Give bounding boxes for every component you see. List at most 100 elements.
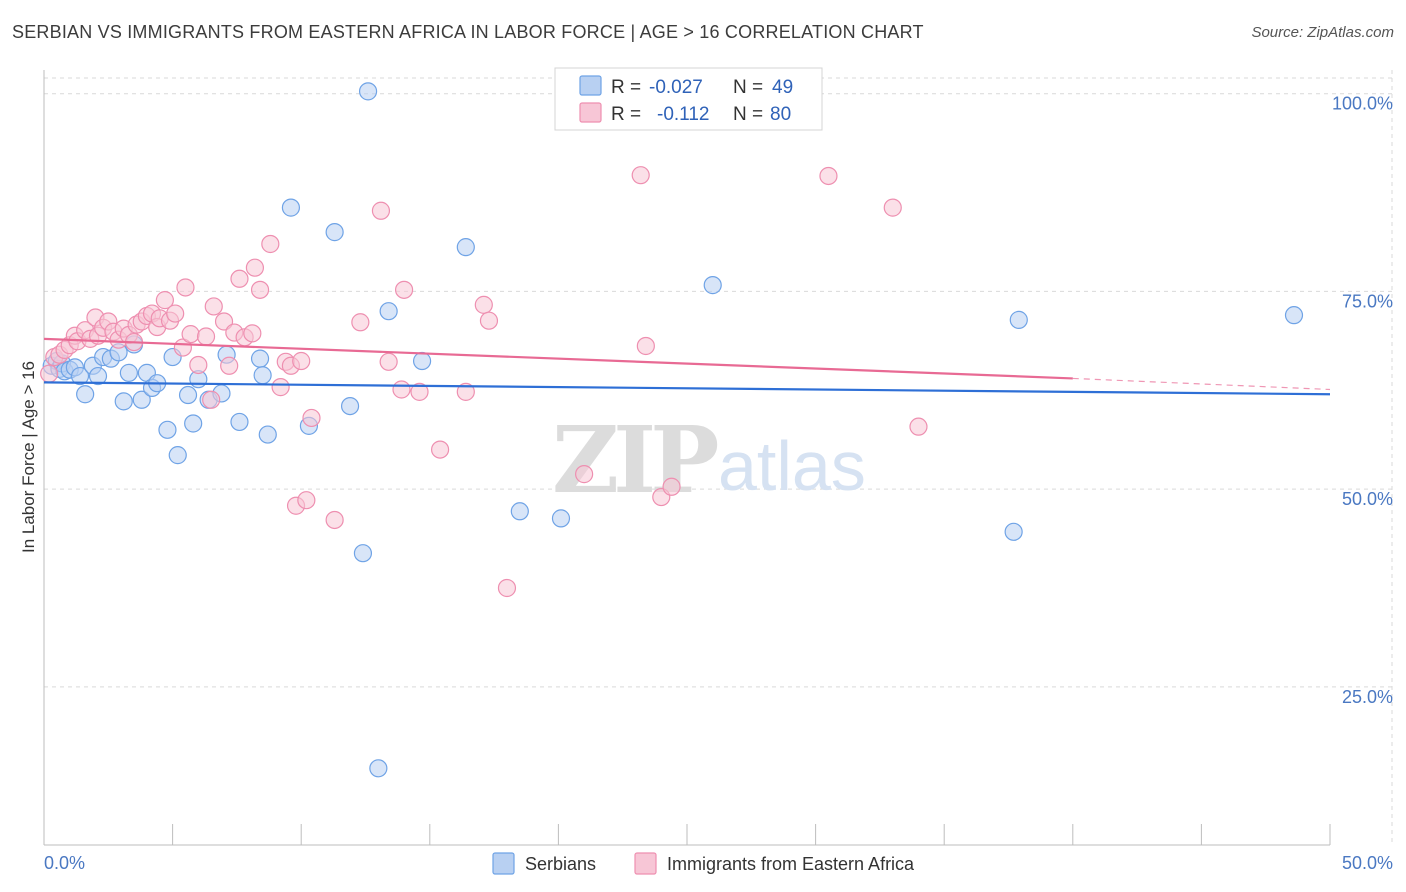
series-legend-label-eastern-africa: Immigrants from Eastern Africa [667,854,915,874]
y-axis-label: In Labor Force | Age > 16 [19,361,38,553]
eastern-africa-point-32 [202,390,221,409]
serbians-point-43 [456,238,475,257]
series-legend-swatch-eastern-africa [634,852,657,875]
serbians-point-24 [178,385,198,405]
eastern-africa-point-56 [410,382,429,401]
eastern-africa-point-0 [40,364,59,383]
eastern-africa-point-47 [292,351,311,371]
serbians-point-45 [551,509,571,528]
serbians-point-36 [325,223,344,242]
legend-n-value-eastern-africa: 80 [770,104,791,125]
serbians-point-46 [703,276,722,295]
eastern-africa-point-42 [261,234,280,254]
serbians-point-32 [253,366,272,385]
series-legend-swatch-serbians [492,852,515,875]
chart-title: SERBIAN VS IMMIGRANTS FROM EASTERN AFRIC… [12,22,924,42]
eastern-africa-point-53 [379,352,398,371]
eastern-africa-point-30 [189,355,208,375]
eastern-africa-point-51 [351,313,370,332]
serbians-point-31 [250,349,270,368]
serbians-point-41 [379,302,398,321]
eastern-africa-point-58 [456,382,475,401]
eastern-africa-point-41 [250,280,270,299]
serbians-point-39 [358,82,378,101]
serbians-point-48 [1009,310,1028,329]
legend-r-label-serbians: R = [611,77,641,98]
eastern-africa-point-26 [166,304,185,323]
y-tick-label-3: 100.0% [1332,94,1393,114]
legend-n-value-serbians: 49 [772,77,793,98]
eastern-africa-point-60 [479,311,499,330]
eastern-africa-point-52 [371,201,391,220]
serbians-point-40 [369,759,388,778]
serbians-point-47 [1004,522,1023,541]
x-tick-label-1: 50.0% [1342,853,1393,873]
eastern-africa-point-63 [631,166,650,185]
x-tick-labels: 0.0% 50.0% [44,853,1393,873]
serbians-point-38 [353,544,373,563]
eastern-africa-point-55 [394,280,414,299]
eastern-africa-point-35 [220,356,239,375]
legend-r-label-eastern-africa: R = [611,104,641,125]
eastern-africa-point-57 [430,440,450,459]
y-tick-label-0: 25.0% [1342,687,1393,707]
serbians-point-14 [114,392,133,411]
legend-r-value-serbians: -0.027 [649,77,703,98]
eastern-africa-point-49 [302,408,321,428]
serbians-point-21 [158,420,177,439]
eastern-africa-trend-line [43,337,1073,380]
serbians-point-25 [184,414,203,433]
legend-swatch-eastern-africa [579,102,602,123]
serbians-point-10 [88,366,108,386]
series-legend: Serbians Immigrants from Eastern Africa [492,852,915,875]
eastern-africa-point-62 [575,465,594,484]
series-legend-label-serbians: Serbians [525,854,596,874]
legend-n-label-eastern-africa: N = [733,104,763,125]
eastern-africa-point-24 [155,291,174,310]
eastern-africa-point-59 [474,295,493,314]
serbians-point-7 [70,366,90,386]
serbians-point-33 [258,425,277,444]
eastern-africa-point-69 [909,417,928,436]
y-tick-labels: 25.0% 50.0% 75.0% 100.0% [1332,94,1393,707]
eastern-africa-point-31 [196,327,216,346]
eastern-africa-point-61 [497,578,517,598]
eastern-africa-point-48 [297,491,316,510]
chart-source: Source: ZipAtlas.com [1251,24,1394,41]
serbians-trend-line [43,381,1331,396]
eastern-africa-point-67 [819,166,838,186]
serbians-point-17 [132,390,151,409]
x-tick-label-0: 0.0% [44,853,85,873]
eastern-africa-point-43 [271,378,290,397]
serbians-point-34 [281,198,301,217]
legend-n-label-serbians: N = [733,77,763,98]
axes [43,70,1331,846]
eastern-africa-point-50 [325,510,344,530]
eastern-africa-point-28 [176,278,195,297]
serbians-point-49 [1284,306,1304,325]
eastern-africa-point-66 [662,477,681,496]
serbians-point-8 [76,385,95,404]
eastern-africa-point-40 [245,258,265,277]
eastern-africa-point-37 [230,269,249,288]
serbians-point-44 [510,502,529,521]
legend-swatch-serbians [579,75,602,96]
y-tick-label-1: 50.0% [1342,489,1393,509]
eastern-africa-point-29 [181,325,200,344]
serbians-point-23 [168,446,187,465]
watermark-atlas: atlas [718,427,866,505]
serbians-point-37 [340,396,360,416]
correlation-legend: R = -0.027 N = 49 R = -0.112 N = 80 [554,67,823,131]
eastern-africa-point-34 [214,312,234,331]
eastern-africa-point-64 [636,336,655,356]
serbians-point-15 [119,363,138,382]
eastern-africa-point-39 [243,324,262,343]
legend-r-value-eastern-africa: -0.112 [657,104,709,125]
serbians-point-42 [412,351,432,371]
eastern-africa-point-33 [204,297,223,316]
y-tick-label-2: 75.0% [1342,291,1393,311]
eastern-africa-point-54 [392,380,411,399]
serbians-point-30 [230,412,249,432]
watermark-zip: ZIP [552,406,717,514]
